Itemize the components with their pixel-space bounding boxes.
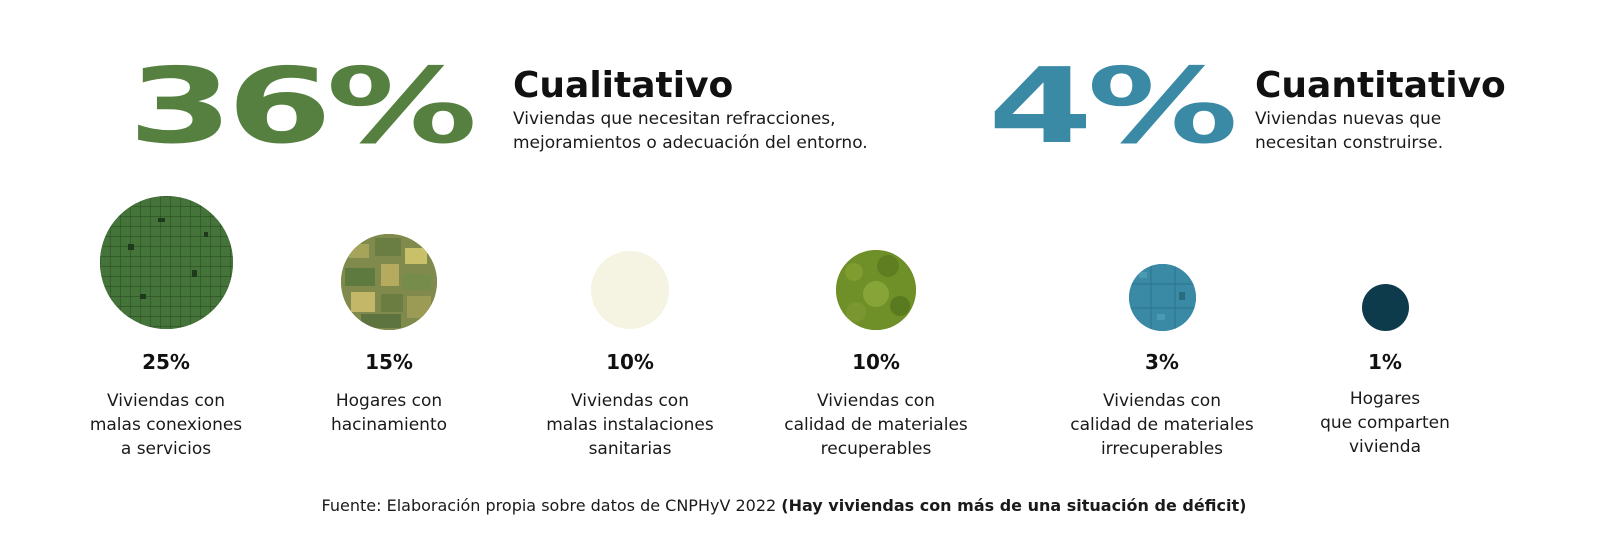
cualitativo-title: Cualitativo (513, 65, 734, 106)
item-percent: 3% (1145, 350, 1179, 374)
item-label-line: vivienda (1348, 437, 1421, 457)
item-label: Viviendas con calidad de materiales recu… (756, 389, 996, 461)
city-grid-pattern (100, 196, 233, 329)
cuantitativo-description: Viviendas nuevas que necesitan construir… (1255, 107, 1443, 155)
cuantitativo-title: Cuantitativo (1255, 65, 1506, 106)
item-label-line: irrecuperables (1100, 439, 1224, 459)
green-texture-image (836, 250, 916, 330)
cuantitativo-description-line: Viviendas nuevas que (1255, 109, 1442, 129)
item-label: Hogares que comparten vivienda (1265, 387, 1505, 459)
city-grid-aerial-image (100, 196, 233, 329)
item-label: Viviendas con malas conexiones a servici… (46, 389, 286, 461)
item-label-line: malas instalaciones (546, 415, 714, 435)
crowded-housing-pattern (341, 234, 437, 330)
item-label-line: calidad de materiales (784, 415, 968, 435)
source-note: Fuente: Elaboración propia sobre datos d… (0, 496, 1568, 516)
item-label-line: recuperables (820, 439, 932, 459)
item-label-line: Hogares con (335, 391, 443, 411)
crowded-housing-image (341, 234, 437, 330)
cualitativo-description: Viviendas que necesitan refracciones, me… (513, 107, 868, 155)
item-percent: 10% (606, 350, 654, 374)
item-label-line: Viviendas con (817, 391, 935, 411)
cuantitativo-description-line: necesitan construirse. (1255, 133, 1444, 153)
item-label: Hogares con hacinamiento (269, 389, 509, 437)
item-percent: 15% (365, 350, 413, 374)
item-label-line: que comparten (1320, 413, 1450, 433)
cualitativo-description-line: Viviendas que necesitan refracciones, (513, 109, 836, 129)
sanitary-circle (591, 251, 669, 329)
cualitativo-description-line: mejoramientos o adecuación del entorno. (513, 133, 868, 153)
item-percent: 10% (852, 350, 900, 374)
cualitativo-percent: 36% (128, 45, 477, 167)
item-percent: 1% (1368, 350, 1402, 374)
item-label-line: a servicios (120, 439, 212, 459)
blue-texture-image (1129, 264, 1196, 331)
green-texture-pattern (836, 250, 916, 330)
source-note-bold: (Hay viviendas con más de una situación … (781, 496, 1247, 515)
blue-texture-pattern (1129, 264, 1196, 331)
item-label-line: Viviendas con (1103, 391, 1221, 411)
item-label-line: hacinamiento (330, 415, 448, 435)
item-label-line: Hogares (1349, 389, 1421, 409)
item-label-line: calidad de materiales (1070, 415, 1254, 435)
item-label-line: sanitarias (588, 439, 672, 459)
item-label-line: malas conexiones (89, 415, 243, 435)
item-label-line: Viviendas con (107, 391, 225, 411)
source-text: Fuente: Elaboración propia sobre datos d… (321, 496, 782, 515)
item-label: Viviendas con calidad de materiales irre… (1042, 389, 1282, 461)
item-label-line: Viviendas con (571, 391, 689, 411)
cuantitativo-percent: 4% (988, 45, 1238, 167)
shared-housing-circle (1362, 284, 1409, 331)
item-label: Viviendas con malas instalaciones sanita… (510, 389, 750, 461)
item-percent: 25% (142, 350, 190, 374)
